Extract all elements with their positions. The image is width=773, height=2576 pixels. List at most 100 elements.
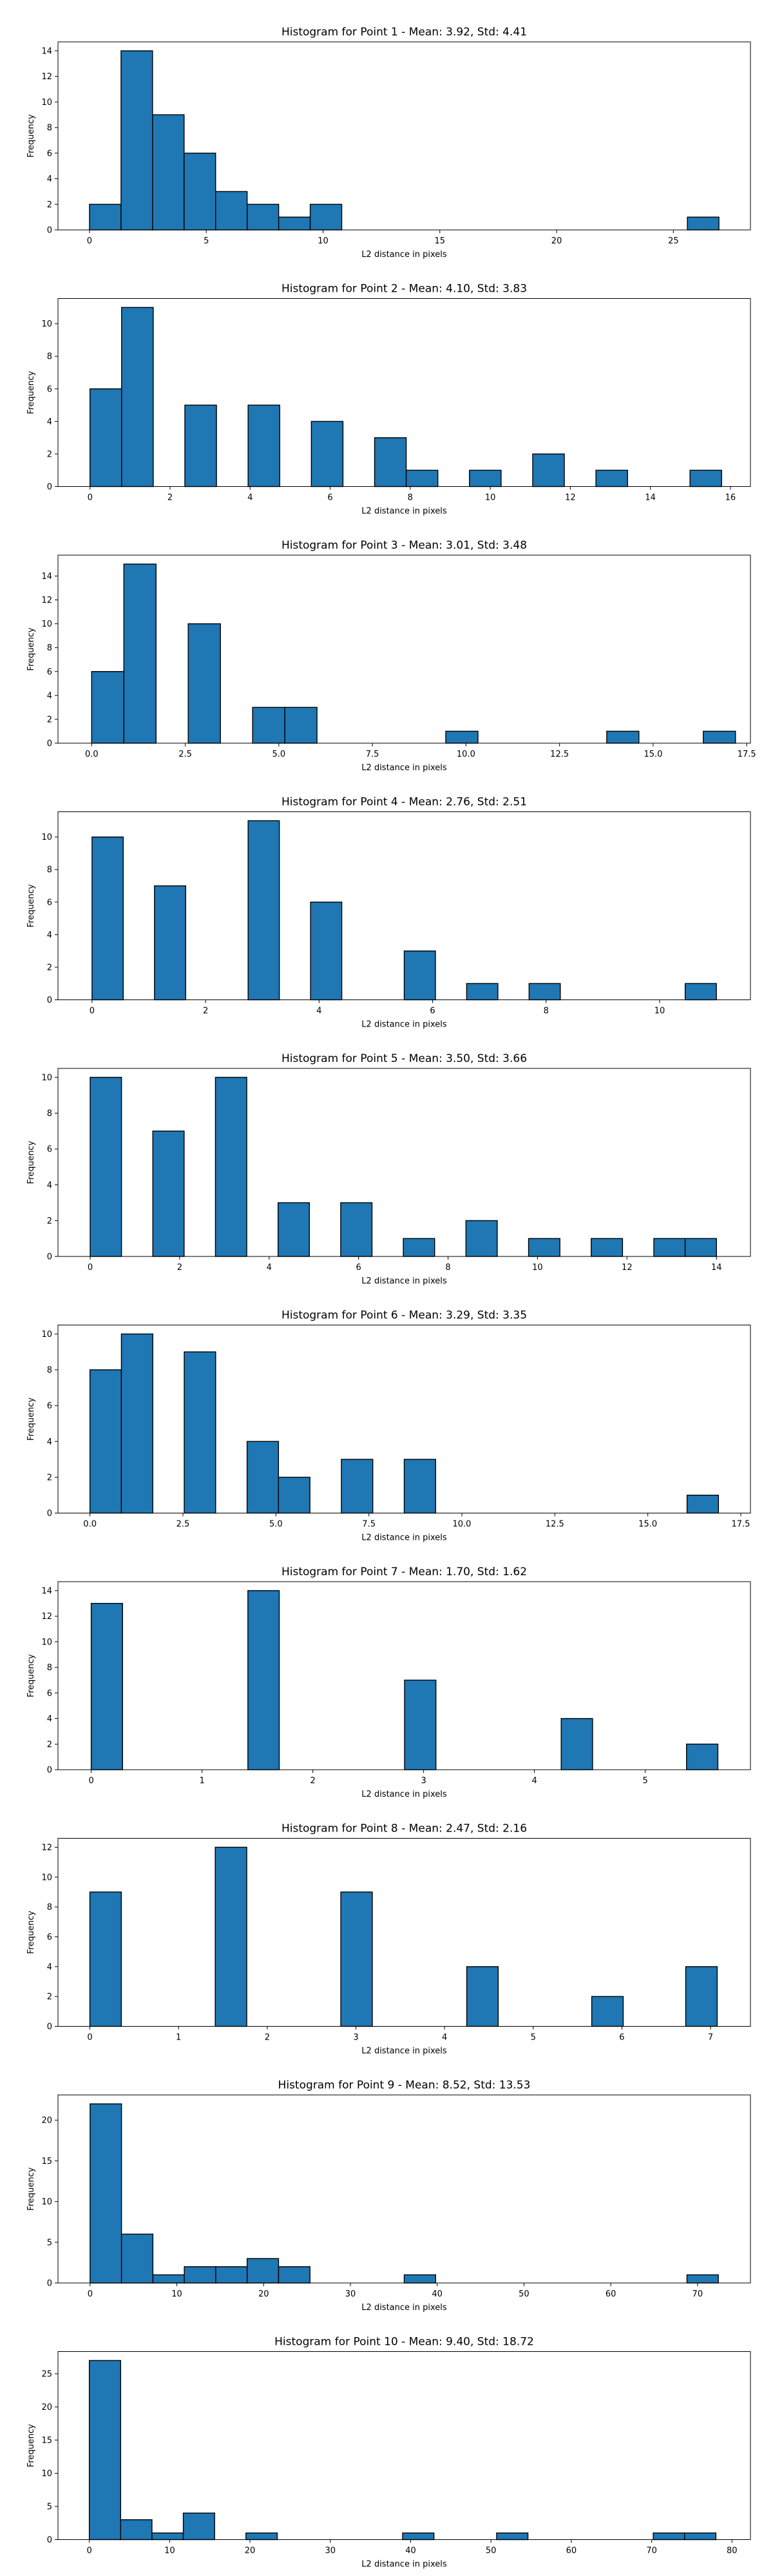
- x-tick-label: 4: [316, 1007, 321, 1016]
- x-tick-label: 12.5: [546, 1520, 564, 1530]
- y-tick-label: 2: [47, 1473, 52, 1482]
- y-tick-label: 4: [47, 1437, 52, 1447]
- x-tick-label: 8: [408, 493, 413, 503]
- y-tick-label: 0: [47, 1253, 52, 1262]
- axes-frame: [57, 1068, 751, 1257]
- histogram-bar: [120, 2519, 153, 2541]
- histogram-bar: [90, 388, 122, 488]
- y-tick-label: 14: [41, 572, 52, 582]
- x-tick-label: 4: [267, 1263, 272, 1273]
- histogram-bar: [684, 1238, 717, 1257]
- y-tick-label: 0: [47, 739, 52, 749]
- histogram-bar: [90, 2103, 122, 2284]
- x-axis-label: L2 distance in pixels: [361, 2560, 447, 2570]
- y-tick-label: 10: [41, 2197, 52, 2207]
- y-tick-label: 10: [41, 1330, 52, 1340]
- y-tick-label: 10: [41, 1073, 52, 1083]
- y-tick-label: 5: [47, 2238, 52, 2248]
- y-tick-label: 6: [47, 384, 52, 394]
- x-tick-label: 60: [606, 2289, 616, 2299]
- y-tick-label: 4: [47, 691, 52, 701]
- x-tick-label: 70: [646, 2546, 657, 2556]
- histogram-bar: [184, 1351, 216, 1514]
- x-tick-label: 20: [258, 2289, 269, 2299]
- y-tick-label: 2: [47, 1993, 52, 2002]
- x-tick-label: 7: [708, 2033, 713, 2043]
- chart-title: Histogram for Point 4 - Mean: 2.76, Std:…: [282, 796, 527, 809]
- histogram-panel-8: Histogram for Point 8 - Mean: 2.47, Std:…: [26, 1823, 751, 2056]
- y-tick-label: 2: [47, 715, 52, 724]
- histogram-bar: [653, 2532, 685, 2541]
- x-tick-label: 0: [87, 236, 92, 246]
- x-axis-label: L2 distance in pixels: [361, 2047, 447, 2056]
- histogram-bar: [560, 1718, 593, 1770]
- y-tick-label: 15: [41, 2157, 52, 2166]
- histogram-bar: [215, 191, 248, 231]
- x-tick-label: 3: [353, 2033, 358, 2043]
- y-axis-label: Frequency: [26, 1397, 36, 1441]
- y-tick-label: 5: [47, 2503, 52, 2512]
- x-tick-label: 12: [622, 1263, 633, 1273]
- x-tick-label: 17.5: [732, 1520, 750, 1530]
- y-tick-label: 0: [47, 1509, 52, 1519]
- x-tick-label: 0: [90, 1007, 95, 1016]
- histogram-bar: [90, 1077, 122, 1257]
- histogram-bar: [89, 1891, 122, 2027]
- x-tick-label: 2.5: [177, 1520, 190, 1530]
- x-tick-label: 20: [551, 236, 562, 246]
- y-tick-label: 6: [47, 1689, 52, 1698]
- x-tick-label: 6: [430, 1007, 435, 1016]
- histogram-panel-4: Histogram for Point 4 - Mean: 2.76, Std:…: [26, 796, 751, 1030]
- x-tick-label: 15.0: [644, 750, 662, 759]
- x-tick-label: 10: [318, 236, 329, 246]
- histogram-bar: [278, 2266, 310, 2284]
- y-tick-label: 4: [47, 1962, 52, 1972]
- y-tick-label: 20: [41, 2116, 52, 2126]
- x-tick-label: 8: [544, 1007, 549, 1016]
- y-tick-label: 6: [47, 149, 52, 158]
- x-tick-label: 7.5: [362, 1520, 376, 1530]
- histogram-panel-3: Histogram for Point 3 - Mean: 3.01, Std:…: [26, 539, 756, 773]
- histogram-panel-2: Histogram for Point 2 - Mean: 4.10, Std:…: [26, 283, 751, 516]
- histogram-bar: [310, 421, 344, 488]
- y-tick-label: 10: [41, 319, 52, 329]
- histogram-bar: [310, 902, 343, 1001]
- x-axis-label: L2 distance in pixels: [361, 2303, 447, 2313]
- axes-frame: [57, 41, 751, 231]
- histogram-bar: [689, 469, 722, 488]
- chart-title: Histogram for Point 2 - Mean: 4.10, Std:…: [282, 283, 527, 296]
- histogram-bar: [340, 1202, 373, 1257]
- y-tick-label: 8: [47, 1109, 52, 1119]
- x-tick-label: 7.5: [366, 750, 379, 759]
- axes-frame: [57, 2351, 751, 2540]
- x-tick-label: 40: [405, 2546, 416, 2556]
- x-tick-label: 10: [532, 1263, 543, 1273]
- y-tick-label: 0: [47, 482, 52, 492]
- chart-title: Histogram for Point 8 - Mean: 2.47, Std:…: [282, 1823, 527, 1835]
- y-tick-label: 10: [41, 620, 52, 629]
- y-tick-label: 2: [47, 450, 52, 459]
- histogram-bar: [91, 671, 124, 744]
- y-tick-label: 10: [41, 2469, 52, 2479]
- histogram-bar: [466, 1966, 499, 2027]
- axes-frame: [57, 554, 751, 744]
- histogram-bar: [606, 730, 640, 744]
- x-tick-label: 10: [171, 2289, 182, 2299]
- x-tick-label: 6: [327, 493, 332, 503]
- histogram-bar: [252, 706, 285, 744]
- x-tick-label: 1: [176, 2033, 181, 2043]
- x-axis-label: L2 distance in pixels: [361, 1020, 447, 1030]
- histogram-bar: [215, 1077, 247, 1257]
- y-tick-label: 8: [47, 352, 52, 362]
- histogram-bar: [591, 1996, 624, 2027]
- histogram-bar: [403, 950, 436, 1001]
- x-tick-label: 17.5: [738, 750, 756, 759]
- histogram-panel-5: Histogram for Point 5 - Mean: 3.50, Std:…: [26, 1052, 751, 1286]
- histogram-bar: [340, 1891, 373, 2027]
- histogram-bar: [284, 706, 318, 744]
- histogram-bar: [469, 469, 502, 488]
- x-tick-label: 16: [725, 493, 736, 503]
- histogram-bar: [88, 2360, 121, 2541]
- histogram-bar: [246, 1441, 280, 1514]
